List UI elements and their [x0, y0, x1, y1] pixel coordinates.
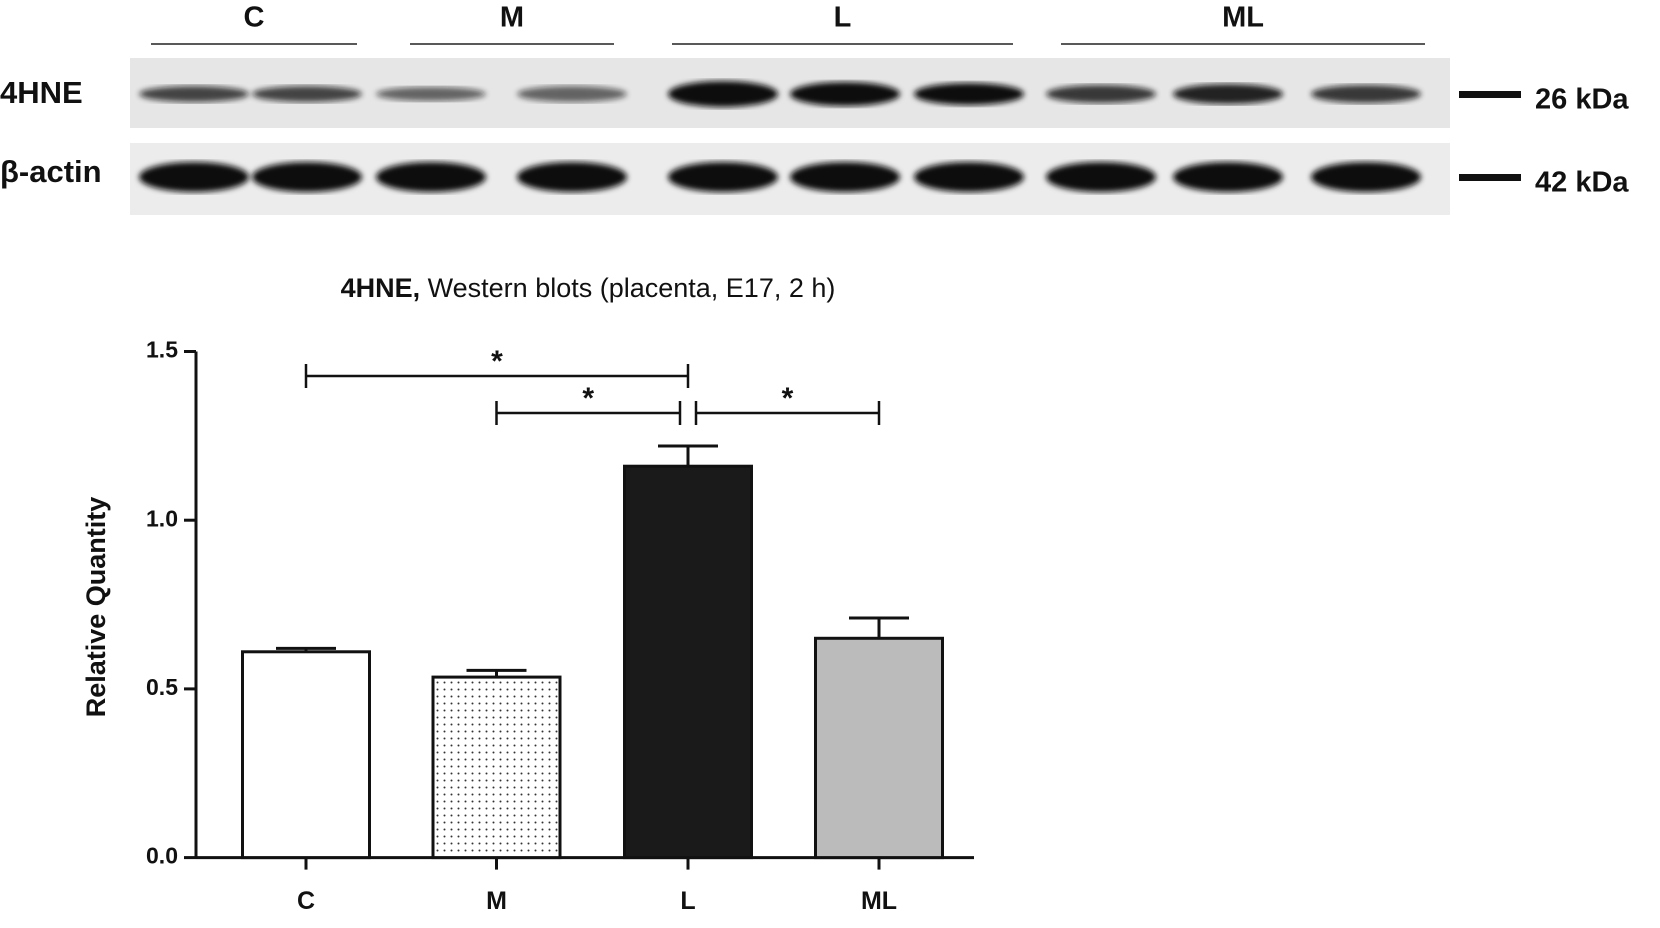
bar — [814, 636, 944, 860]
band — [517, 86, 627, 102]
band — [139, 162, 249, 192]
band — [139, 86, 249, 102]
significance-label: * — [782, 382, 794, 415]
x-tick-label: L — [680, 887, 695, 915]
band — [1311, 162, 1421, 192]
marker-label: 42 kDa — [1535, 167, 1629, 199]
band — [1046, 162, 1156, 192]
significance-bracket: * — [694, 382, 881, 425]
band — [1173, 84, 1283, 104]
band — [790, 162, 900, 192]
error-bar — [276, 646, 336, 652]
x-tick-label: ML — [861, 887, 897, 915]
band — [376, 162, 486, 192]
band — [517, 162, 627, 192]
bar — [241, 650, 371, 860]
band — [1046, 85, 1156, 103]
x-tick-label: M — [486, 887, 507, 915]
band — [914, 162, 1024, 192]
y-tick-label: 0.5 — [146, 674, 178, 700]
significance-label: * — [491, 345, 503, 378]
y-axis-label: Relative Quantity — [81, 497, 111, 718]
band — [1173, 162, 1283, 192]
marker-bar — [1459, 91, 1521, 98]
error-bar — [466, 668, 527, 678]
band — [668, 162, 778, 192]
group-label: C — [244, 2, 265, 34]
bar — [431, 675, 562, 860]
y-tick-label: 0.0 — [146, 843, 178, 869]
chart-title: 4HNE, Western blots (placenta, E17, 2 h) — [341, 273, 836, 303]
significance-bracket: * — [495, 382, 682, 425]
error-bar — [849, 616, 909, 639]
y-tick-label: 1.0 — [146, 505, 178, 531]
band — [376, 87, 486, 101]
significance-bracket: * — [304, 345, 690, 388]
title-bold: 4HNE, — [341, 273, 421, 303]
band — [1311, 85, 1421, 103]
marker-bar — [1459, 174, 1521, 181]
bar — [623, 464, 753, 860]
group-label: L — [834, 2, 852, 34]
row-label: 4HNE — [0, 75, 83, 110]
significance-label: * — [582, 382, 594, 415]
y-tick-label: 1.5 — [146, 337, 178, 363]
band — [252, 162, 362, 192]
band — [668, 81, 778, 107]
marker-label: 26 kDa — [1535, 84, 1629, 116]
group-label: M — [500, 2, 524, 34]
group-label: ML — [1222, 2, 1264, 34]
error-bar — [658, 444, 718, 467]
title-text: Western blots (placenta, E17, 2 h) — [428, 273, 836, 303]
band — [914, 83, 1024, 105]
band — [790, 82, 900, 106]
band — [252, 86, 362, 102]
x-tick-label: C — [297, 887, 315, 915]
row-label: β-actin — [0, 154, 102, 189]
